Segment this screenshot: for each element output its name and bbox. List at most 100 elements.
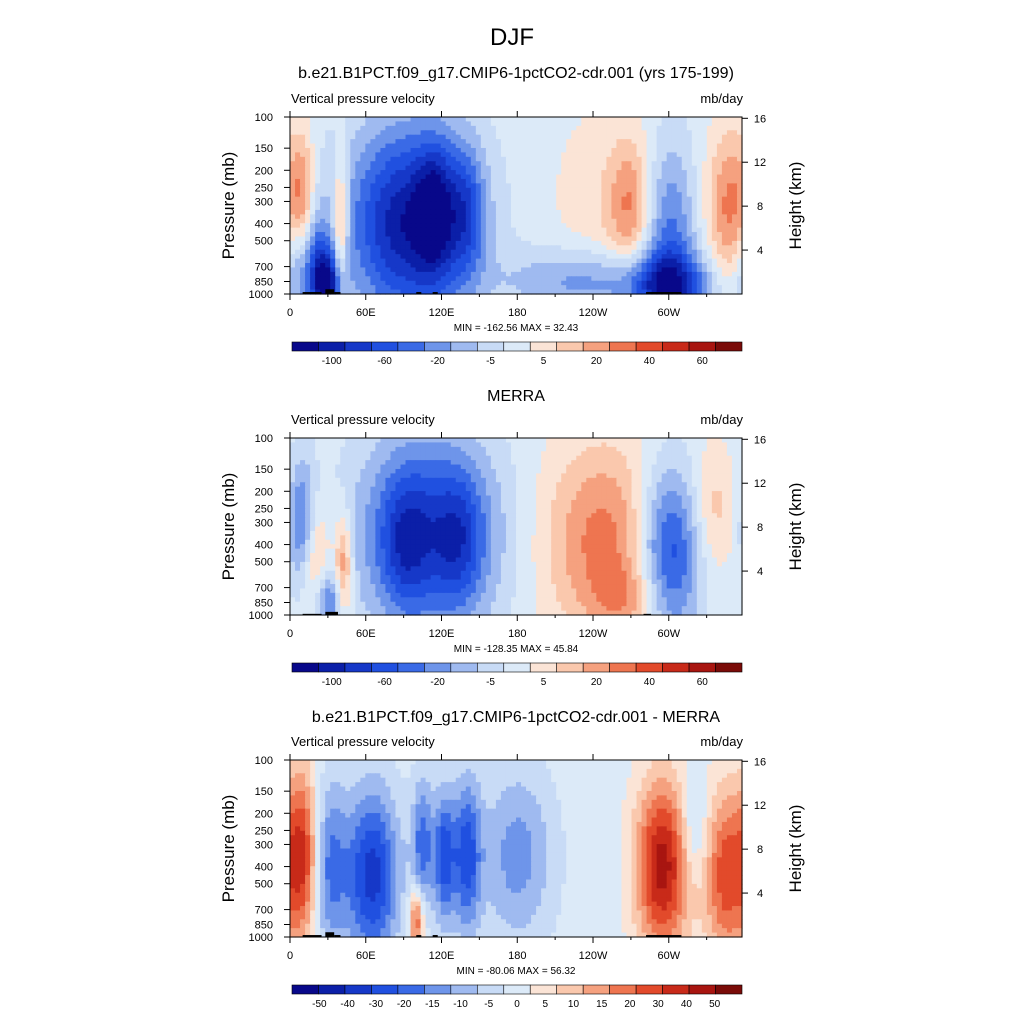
contour-cell: [405, 134, 412, 140]
contour-cell: [531, 460, 537, 466]
contour-cell: [631, 285, 638, 291]
contour-cell: [325, 139, 331, 145]
contour-cell: [636, 473, 643, 479]
contour-cell: [631, 254, 638, 260]
contour-cell: [350, 473, 356, 479]
contour-cell: [505, 455, 512, 461]
contour-cell: [310, 491, 316, 497]
contour-cell: [370, 161, 376, 167]
contour-cell: [611, 125, 618, 131]
contour-cell: [541, 178, 547, 184]
contour-cell: [390, 249, 397, 255]
contour-cell: [636, 468, 643, 474]
contour-cell: [651, 473, 658, 479]
contour-cell: [656, 451, 663, 457]
contour-cell: [581, 245, 587, 251]
contour-cell: [500, 254, 507, 260]
contour-cell: [350, 285, 356, 291]
contour-cell: [656, 125, 663, 131]
contour-cell: [656, 205, 663, 211]
contour-cell: [350, 499, 356, 505]
contour-cell: [611, 254, 618, 260]
contour-cell: [671, 223, 678, 229]
contour-cell: [531, 451, 537, 457]
contour-cell: [510, 223, 517, 229]
contour-cell: [711, 280, 718, 286]
contour-cell: [601, 240, 607, 246]
contour-cell: [415, 276, 422, 282]
contour-cell: [435, 152, 442, 158]
contour-cell: [516, 245, 522, 251]
contour-cell: [551, 258, 557, 264]
contour-cell: [556, 205, 562, 211]
contour-cell: [661, 147, 668, 153]
contour-cell: [405, 477, 412, 483]
contour-cell: [370, 130, 376, 136]
contour-cell: [676, 134, 683, 140]
contour-cell: [440, 285, 447, 291]
contour-cell: [596, 267, 602, 273]
contour-cell: [711, 187, 718, 193]
contour-cell: [576, 491, 582, 497]
contour-cell: [390, 170, 397, 176]
contour-cell: [616, 192, 623, 198]
contour-cell: [335, 495, 341, 501]
contour-cell: [360, 451, 366, 457]
contour-cell: [566, 486, 572, 492]
contour-cell: [440, 473, 447, 479]
contour-cell: [380, 232, 387, 238]
contour-cell: [380, 143, 387, 149]
contour-cell: [460, 214, 467, 220]
contour-cell: [516, 468, 522, 474]
contour-cell: [676, 165, 683, 171]
contour-cell: [676, 460, 683, 466]
contour-cell: [696, 192, 703, 198]
contour-cell: [490, 165, 497, 171]
contour-cell: [395, 209, 402, 215]
contour-cell: [410, 223, 417, 229]
contour-cell: [355, 201, 361, 207]
contour-cell: [581, 117, 587, 123]
contour-cell: [641, 209, 648, 215]
contour-cell: [460, 477, 467, 483]
contour-cell: [405, 249, 412, 255]
contour-cell: [420, 460, 427, 466]
contour-cell: [510, 214, 517, 220]
contour-cell: [475, 258, 482, 264]
contour-cell: [526, 201, 532, 207]
contour-cell: [455, 223, 462, 229]
contour-cell: [681, 438, 688, 444]
contour-cell: [400, 276, 407, 282]
contour-cell: [400, 285, 407, 291]
plot-area: 0 60E 120E 180 120W 60W1001502002503004005007…: [219, 432, 805, 640]
contour-cell: [676, 240, 683, 246]
contour-cell: [541, 442, 547, 448]
contour-cell: [320, 477, 326, 483]
contour-cell: [656, 482, 663, 488]
contour-cell: [521, 192, 527, 198]
contour-cell: [706, 121, 713, 127]
contour-cell: [701, 121, 708, 127]
contour-cell: [541, 156, 547, 162]
contour-cell: [696, 236, 703, 242]
contour-cell: [626, 240, 633, 246]
contour-cell: [716, 451, 723, 457]
contour-cell: [596, 192, 602, 198]
contour-cell: [400, 187, 407, 193]
contour-cell: [736, 156, 743, 162]
contour-cell: [310, 121, 316, 127]
contour-cell: [711, 289, 718, 295]
contour-cell: [510, 178, 517, 184]
contour-cell: [726, 442, 733, 448]
contour-cell: [420, 205, 427, 211]
contour-cell: [616, 271, 623, 277]
contour-cell: [556, 183, 562, 189]
contour-cell: [626, 245, 633, 251]
contour-cell: [350, 482, 356, 488]
contour-cell: [621, 192, 628, 198]
contour-cell: [480, 477, 487, 483]
contour-cell: [671, 477, 678, 483]
contour-cell: [721, 183, 728, 189]
contour-cell: [305, 254, 311, 260]
contour-cell: [626, 205, 633, 211]
